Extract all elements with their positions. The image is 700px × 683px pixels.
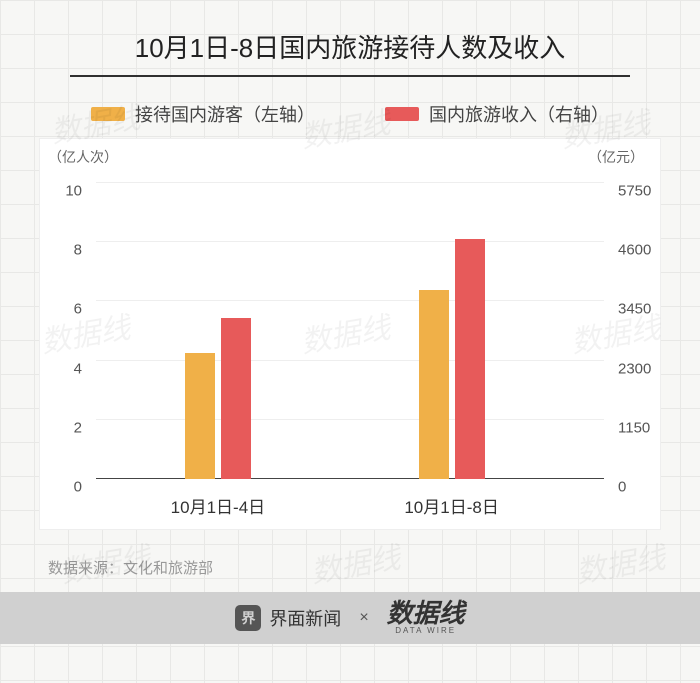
gridline	[96, 419, 604, 420]
y-axis-right-title: （亿元）	[588, 147, 644, 167]
ytick-right: 2300	[618, 360, 651, 377]
jiemian-icon: 界	[235, 605, 261, 631]
bar-group: 10月1日-8日	[419, 239, 485, 479]
bar-group: 10月1日-4日	[185, 318, 251, 479]
legend-swatch-revenue	[385, 107, 419, 121]
gridline	[96, 300, 604, 301]
title-underline	[70, 75, 630, 77]
footer-brand-jiemian: 界 界面新闻	[235, 605, 341, 631]
ytick-right: 5750	[618, 183, 651, 200]
ytick-left: 8	[74, 242, 82, 259]
ytick-right: 3450	[618, 301, 651, 318]
ytick-right: 0	[618, 479, 626, 496]
x-axis-baseline	[96, 478, 604, 479]
footer-separator: ×	[359, 609, 368, 627]
data-source: 数据来源：文化和旅游部	[48, 557, 652, 578]
footer-brand-datawire: 数据线 DATA WIRE	[387, 601, 465, 635]
ytick-left: 6	[74, 301, 82, 318]
gridline	[96, 241, 604, 242]
footer-brand2-label: 数据线	[387, 601, 465, 627]
plot-area: 10月1日-4日 10月1日-8日	[96, 183, 604, 479]
bar-revenue	[455, 239, 485, 479]
ytick-left: 4	[74, 360, 82, 377]
bar-visitors	[419, 290, 449, 479]
legend-label-visitors: 接待国内游客（左轴）	[135, 101, 315, 127]
legend-item-revenue: 国内旅游收入（右轴）	[385, 101, 609, 127]
y-axis-left-title: （亿人次）	[48, 147, 118, 167]
chart-area: （亿人次） 0 2 4 6 8 10 10月1日-4日 10月1日-8日 （亿元） 0 115…	[40, 139, 660, 529]
bar-revenue	[221, 318, 251, 479]
gridline	[96, 182, 604, 183]
footer-brand2-sub: DATA WIRE	[395, 627, 456, 635]
legend-swatch-visitors	[91, 107, 125, 121]
ytick-right: 1150	[618, 419, 650, 436]
legend: 接待国内游客（左轴） 国内旅游收入（右轴）	[0, 101, 700, 127]
x-axis-label: 10月1日-8日	[404, 493, 498, 518]
bar-visitors	[185, 353, 215, 479]
x-axis-label: 10月1日-4日	[171, 493, 265, 518]
ytick-left: 0	[74, 479, 82, 496]
chart-title: 10月1日-8日国内旅游接待人数及收入	[0, 0, 700, 75]
footer: 界 界面新闻 × 数据线 DATA WIRE	[0, 592, 700, 644]
ytick-left: 10	[65, 183, 82, 200]
ytick-right: 4600	[618, 242, 651, 259]
gridline	[96, 360, 604, 361]
y-axis-left: （亿人次） 0246810	[40, 139, 90, 529]
legend-label-revenue: 国内旅游收入（右轴）	[429, 101, 609, 127]
ytick-left: 2	[74, 419, 82, 436]
legend-item-visitors: 接待国内游客（左轴）	[91, 101, 315, 127]
y-axis-right: （亿元） 011502300345046005750	[610, 139, 660, 529]
footer-brand1-label: 界面新闻	[269, 605, 341, 631]
